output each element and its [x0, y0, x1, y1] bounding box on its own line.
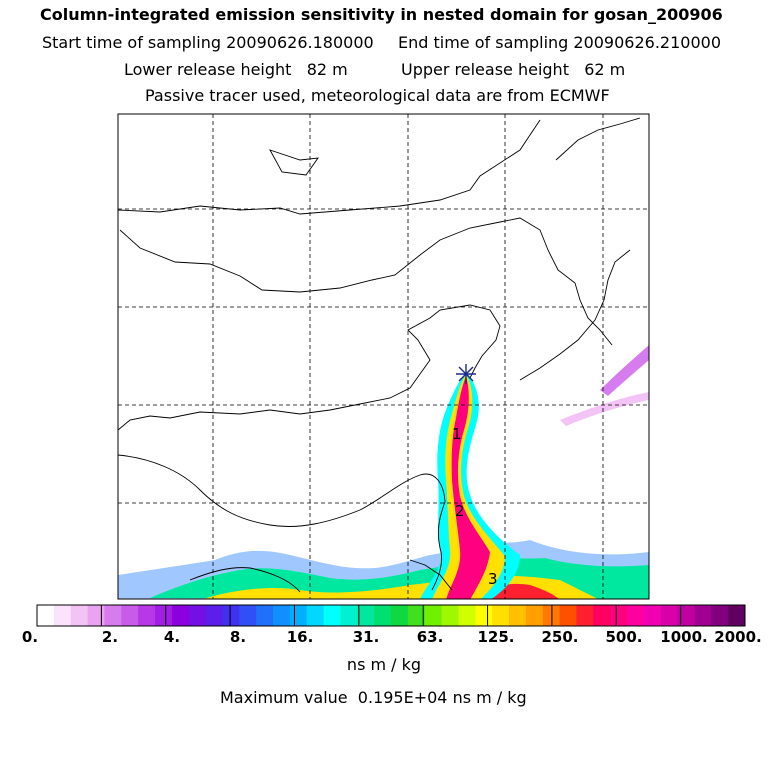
colorbar-swatch — [627, 605, 645, 626]
colorbar-swatch — [407, 605, 426, 626]
colorbar-tick-label: 16. — [286, 628, 314, 646]
colorbar-swatch — [374, 605, 392, 626]
plume-core — [446, 376, 490, 599]
colorbar-swatch — [391, 605, 409, 626]
plume-label-2: 2 — [455, 502, 465, 520]
colorbar-tick-label: 0. — [21, 628, 39, 646]
lower-release-label: Lower release height 82 m — [124, 60, 348, 79]
colorbar-tick-label: 2000. — [714, 628, 762, 646]
colorbar-swatch — [559, 605, 577, 626]
colorbar-tick-label: 250. — [541, 628, 579, 646]
colorbar-swatch — [711, 605, 729, 626]
eastern-streak-2 — [560, 392, 649, 426]
plume-outer — [420, 372, 520, 599]
plume-label-1: 1 — [452, 425, 462, 443]
colorbar-swatch — [458, 605, 476, 626]
colorbar — [36, 604, 746, 627]
colorbar-swatch — [155, 605, 173, 626]
colorbar-swatch — [509, 605, 527, 626]
colorbar-swatch — [593, 605, 611, 626]
colorbar-swatch — [121, 605, 139, 626]
colorbar-unit: ns m / kg — [346, 655, 422, 674]
colorbar-swatch — [525, 605, 544, 626]
eastern-streak-1 — [600, 345, 649, 396]
colorbar-swatch — [188, 605, 207, 626]
colorbar-tick-label: 2. — [101, 628, 119, 646]
colorbar-swatch — [340, 605, 358, 626]
upper-release-label: Upper release height 62 m — [401, 60, 626, 79]
plume-mid — [432, 374, 505, 599]
colorbar-swatch — [728, 605, 746, 626]
colorbar-swatch — [222, 605, 240, 626]
colorbar-swatch — [239, 605, 257, 626]
map-frame — [117, 113, 650, 600]
colorbar-swatch — [273, 605, 291, 626]
colorbar-tick-label: 4. — [163, 628, 181, 646]
receptor-star-icon — [456, 364, 476, 384]
end-time-label: End time of sampling 20090626.210000 — [398, 33, 721, 52]
colorbar-swatch — [104, 605, 122, 626]
colorbar-swatch — [610, 605, 628, 626]
colorbar-swatch — [492, 605, 510, 626]
colorbar-swatch — [660, 605, 679, 626]
colorbar-swatch — [424, 605, 443, 626]
colorbar-swatch — [694, 605, 712, 626]
colorbar-swatch — [70, 605, 89, 626]
tracer-note: Passive tracer used, meteorological data… — [145, 86, 610, 105]
colorbar-swatch — [87, 605, 105, 626]
colorbar-swatch — [323, 605, 341, 626]
colorbar-swatch — [171, 605, 190, 626]
colorbar-swatch — [643, 605, 662, 626]
colorbar-swatch — [677, 605, 695, 626]
map-area: 1 2 3 — [118, 114, 649, 599]
colorbar-swatch — [475, 605, 493, 626]
colorbar-swatch — [53, 605, 72, 626]
colorbar-frame — [36, 604, 746, 627]
maximum-value-label: Maximum value 0.195E+04 ns m / kg — [220, 688, 527, 707]
colorbar-tick-label: 31. — [352, 628, 380, 646]
colorbar-swatch — [306, 605, 325, 626]
colorbar-tick-label: 500. — [605, 628, 643, 646]
start-time-label: Start time of sampling 20090626.180000 — [42, 33, 374, 52]
colorbar-swatch — [138, 605, 156, 626]
colorbar-swatch — [37, 605, 55, 626]
colorbar-swatch — [357, 605, 375, 626]
colorbar-swatch — [256, 605, 274, 626]
colorbar-tick-label: 8. — [229, 628, 247, 646]
colorbar-swatch — [205, 605, 223, 626]
colorbar-tick-label: 63. — [416, 628, 444, 646]
colorbar-tick-label: 1000. — [660, 628, 708, 646]
colorbar-swatch — [542, 605, 561, 626]
colorbar-tick-label: 125. — [477, 628, 515, 646]
plume-label-3: 3 — [488, 570, 498, 588]
coastlines — [118, 117, 641, 593]
colorbar-swatch — [576, 605, 594, 626]
colorbar-swatch — [289, 605, 308, 626]
colorbar-swatch — [441, 605, 459, 626]
map-title: Column-integrated emission sensitivity i… — [40, 5, 723, 24]
grid-lines — [118, 114, 649, 599]
